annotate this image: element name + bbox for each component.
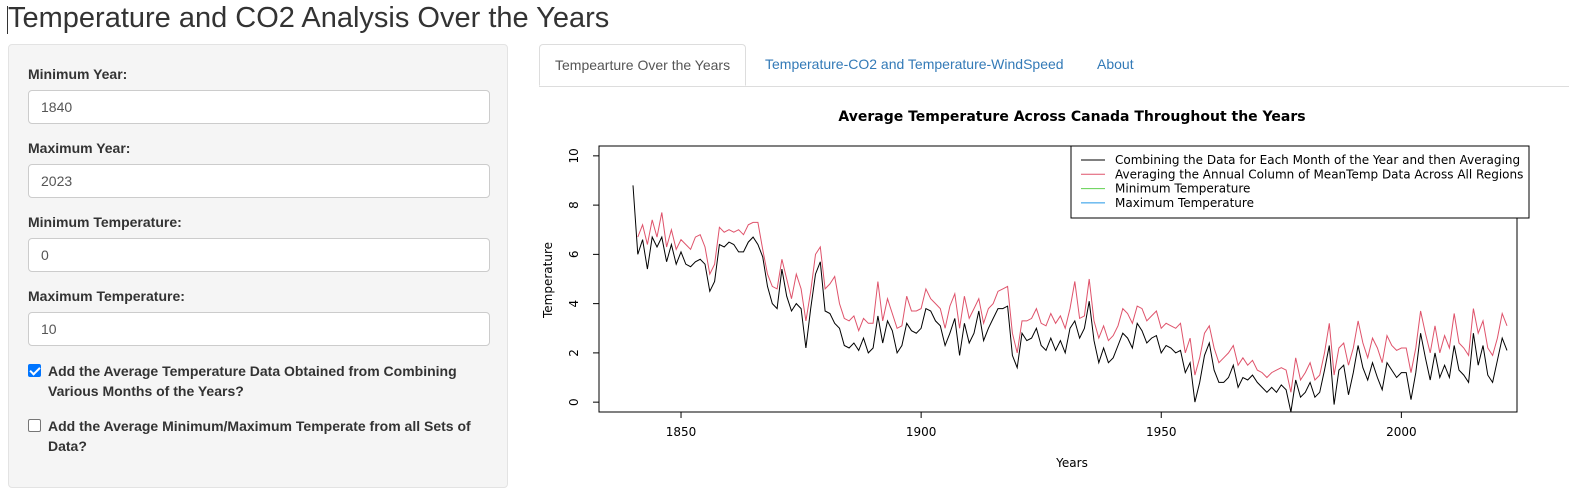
minmax-temp-checkbox[interactable]	[28, 419, 41, 432]
page-title: Temperature and CO2 Analysis Over the Ye…	[8, 2, 610, 34]
y-tick-label: 10	[567, 148, 581, 163]
x-axis-label: Years	[1055, 456, 1088, 470]
legend-label: Minimum Temperature	[1115, 182, 1250, 196]
max-temp-label: Maximum Temperature:	[28, 288, 185, 304]
minmax-temp-checkbox-row[interactable]: Add the Average Minimum/Maximum Temperat…	[28, 416, 488, 456]
y-tick-label: 8	[567, 201, 581, 209]
tab-temperature-co2-windspeed[interactable]: Temperature-CO2 and Temperature-WindSpee…	[765, 56, 1064, 72]
max-year-input[interactable]: 2023	[28, 164, 490, 198]
min-year-input[interactable]: 1840	[28, 90, 490, 124]
chart-title: Average Temperature Across Canada Throug…	[838, 109, 1305, 125]
chart-axes: 1850 1900 1950 2000 0 2 4 6 8 10	[567, 148, 1417, 439]
max-year-label: Maximum Year:	[28, 140, 131, 156]
avg-temp-checkbox-label[interactable]: Add the Average Temperature Data Obtaine…	[48, 363, 457, 399]
chart-series	[632, 185, 1508, 413]
x-tick-label: 1900	[906, 425, 937, 439]
text-cursor	[7, 6, 8, 34]
legend-box	[1070, 145, 1530, 219]
legend-label: Combining the Data for Each Month of the…	[1115, 153, 1520, 167]
avg-temp-checkbox[interactable]	[28, 364, 41, 377]
legend-label: Maximum Temperature	[1115, 196, 1254, 210]
legend-label: Averaging the Annual Column of MeanTemp …	[1115, 167, 1523, 181]
minmax-temp-checkbox-label[interactable]: Add the Average Minimum/Maximum Temperat…	[48, 418, 471, 454]
min-temp-label: Minimum Temperature:	[28, 214, 182, 230]
y-tick-label: 6	[567, 251, 581, 259]
series-line-0	[632, 185, 1508, 413]
x-tick-label: 1850	[666, 425, 697, 439]
series-line-1	[637, 212, 1508, 393]
tab-about[interactable]: About	[1097, 56, 1134, 72]
y-axis-label: Temperature	[541, 242, 555, 319]
y-tick-label: 4	[567, 300, 581, 308]
tab-temperature-over-years[interactable]: Tempearture Over the Years	[539, 44, 747, 86]
y-tick-label: 0	[567, 398, 581, 406]
max-temp-input[interactable]: 10	[28, 312, 490, 346]
min-year-label: Minimum Year:	[28, 66, 128, 82]
sidebar-panel: Minimum Year: 1840 Maximum Year: 2023 Mi…	[8, 44, 508, 488]
min-temp-input[interactable]: 0	[28, 238, 490, 272]
temperature-chart-svg: Average Temperature Across Canada Throug…	[541, 109, 1530, 470]
x-tick-label: 2000	[1386, 425, 1417, 439]
avg-temp-checkbox-row[interactable]: Add the Average Temperature Data Obtaine…	[28, 361, 488, 401]
temperature-chart: Average Temperature Across Canada Throug…	[539, 98, 1569, 488]
y-tick-label: 2	[567, 349, 581, 357]
chart-legend: Combining the Data for Each Month of the…	[1070, 145, 1530, 219]
tab-bar: Tempearture Over the Years Temperature-C…	[539, 44, 1569, 87]
x-tick-label: 1950	[1146, 425, 1177, 439]
